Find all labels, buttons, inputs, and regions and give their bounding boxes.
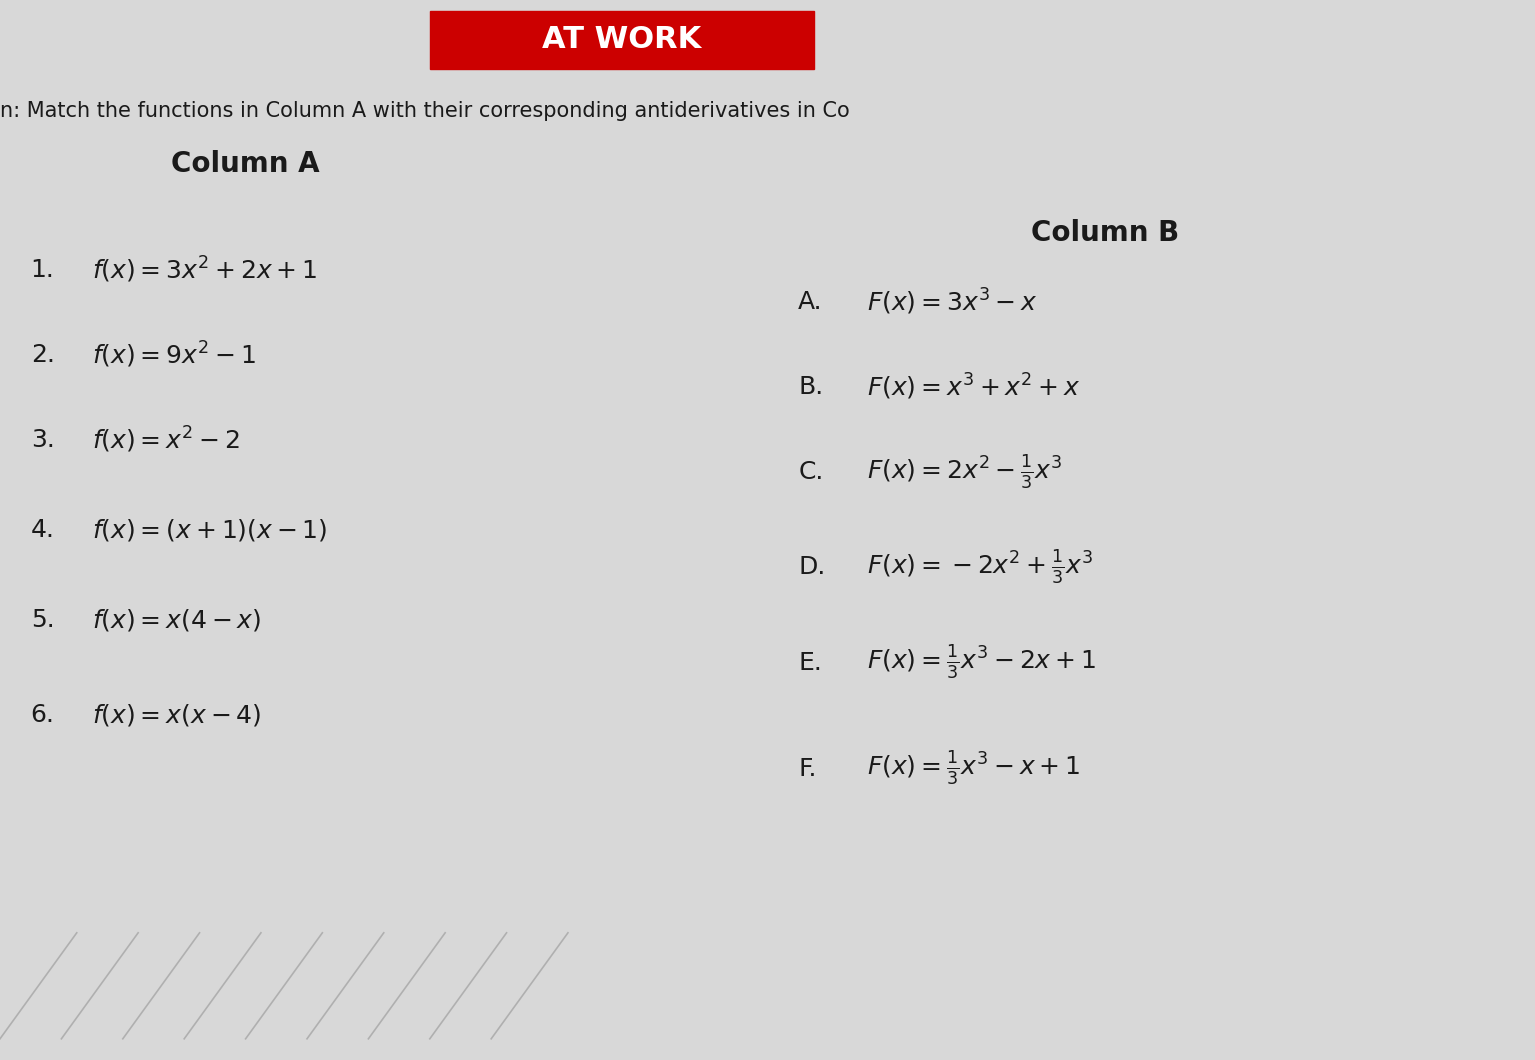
Text: $F(x) = 2x^2 - \frac{1}{3}x^3$: $F(x) = 2x^2 - \frac{1}{3}x^3$ <box>867 453 1062 491</box>
Text: $F(x) = \frac{1}{3}x^3 - 2x + 1$: $F(x) = \frac{1}{3}x^3 - 2x + 1$ <box>867 643 1096 682</box>
Text: $f(x) = x(4-x)$: $f(x) = x(4-x)$ <box>92 607 261 633</box>
Text: $f(x) = 3x^2 + 2x + 1$: $f(x) = 3x^2 + 2x + 1$ <box>92 255 318 285</box>
Text: n: Match the functions in Column A with their corresponding antiderivatives in C: n: Match the functions in Column A with … <box>0 102 850 121</box>
Text: F.: F. <box>798 757 817 780</box>
Text: 4.: 4. <box>31 518 55 542</box>
Text: $f(x) = (x+1)(x-1)$: $f(x) = (x+1)(x-1)$ <box>92 517 327 543</box>
Text: A.: A. <box>798 290 823 314</box>
Text: $F(x) = -2x^2 + \frac{1}{3}x^3$: $F(x) = -2x^2 + \frac{1}{3}x^3$ <box>867 548 1093 586</box>
Text: Column B: Column B <box>1032 219 1179 247</box>
FancyBboxPatch shape <box>430 11 814 69</box>
Text: B.: B. <box>798 375 823 399</box>
Text: 5.: 5. <box>31 608 54 632</box>
Text: $f(x) = 9x^2 - 1$: $f(x) = 9x^2 - 1$ <box>92 340 256 370</box>
Text: 6.: 6. <box>31 704 55 727</box>
Text: D.: D. <box>798 555 826 579</box>
Text: $F(x) = 3x^3 - x$: $F(x) = 3x^3 - x$ <box>867 287 1038 317</box>
Text: $F(x) = \frac{1}{3}x^3 - x + 1$: $F(x) = \frac{1}{3}x^3 - x + 1$ <box>867 749 1081 788</box>
Text: $f(x) = x(x-4)$: $f(x) = x(x-4)$ <box>92 703 261 728</box>
Text: $f(x) = x^2 - 2$: $f(x) = x^2 - 2$ <box>92 425 239 455</box>
Text: AT WORK: AT WORK <box>542 25 701 54</box>
Text: 2.: 2. <box>31 343 55 367</box>
Text: 3.: 3. <box>31 428 55 452</box>
Text: E.: E. <box>798 651 823 674</box>
Text: $F(x) = x^3 + x^2 + x$: $F(x) = x^3 + x^2 + x$ <box>867 372 1081 402</box>
Text: Column A: Column A <box>172 151 319 178</box>
Text: C.: C. <box>798 460 824 483</box>
Text: 1.: 1. <box>31 259 55 282</box>
